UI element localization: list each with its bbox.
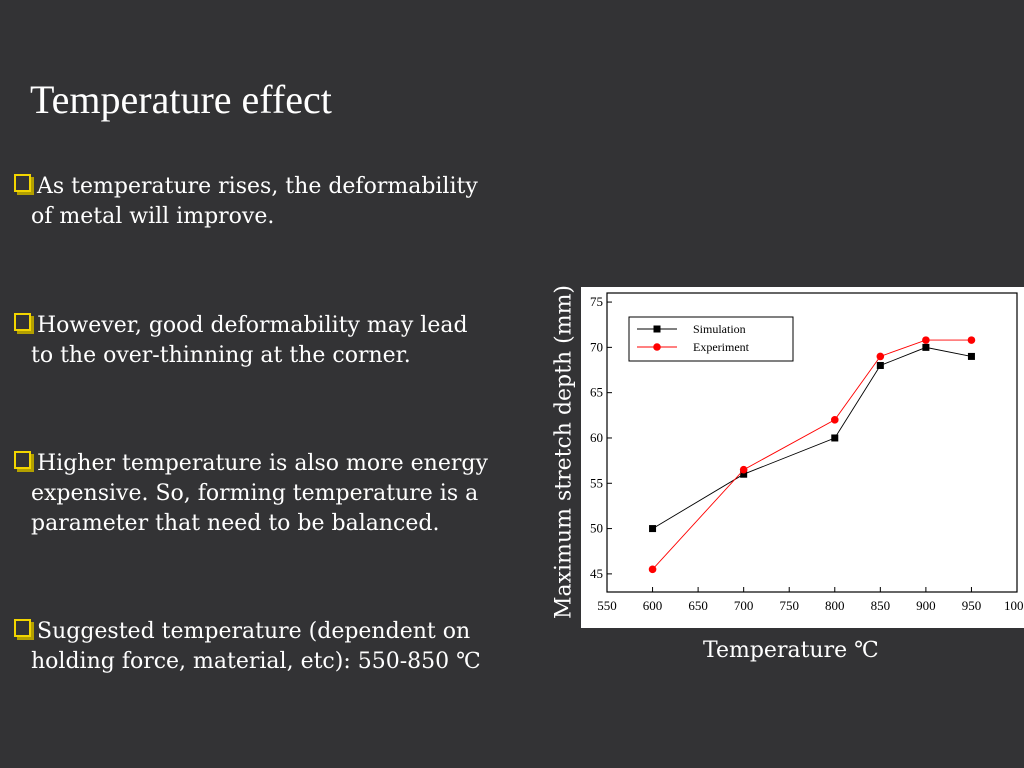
y-tick-label: 55 <box>590 475 603 490</box>
data-point-experiment <box>922 336 930 344</box>
checkbox-bullet-icon <box>14 451 31 469</box>
series-line-simulation <box>652 346 972 529</box>
x-tick-label: 950 <box>962 598 982 613</box>
stretch-depth-chart: 550 600 650 700 750 800 850 900 950 1000 45 50 55 60 6… <box>581 287 1024 628</box>
x-tick-label: 650 <box>688 598 708 613</box>
bullet-3-line-1: Higher temperature is also more energy <box>37 451 488 476</box>
data-point-experiment <box>830 416 839 424</box>
slide-title: Temperature effect <box>30 77 332 122</box>
data-point-simulation <box>967 352 975 360</box>
bullet-2: However, good deformability may lead to … <box>14 311 554 371</box>
y-tick-label: 75 <box>590 294 603 309</box>
y-tick-label: 70 <box>590 339 603 354</box>
bullet-3: Higher temperature is also more energy e… <box>14 449 554 539</box>
data-point-simulation <box>831 434 839 442</box>
checkbox-bullet-icon <box>14 174 31 192</box>
y-tick-label: 45 <box>590 566 603 581</box>
bullet-4: Suggested temperature (dependent on hold… <box>14 617 554 677</box>
y-tick-label: 65 <box>590 385 603 400</box>
bullet-3-line-3: parameter that need to be balanced. <box>31 511 440 536</box>
series-line-experiment <box>652 339 972 570</box>
legend-marker-simulation <box>653 325 661 333</box>
bullet-2-line-2: to the over-thinning at the corner. <box>31 343 411 368</box>
data-point-experiment <box>967 336 976 344</box>
legend-box <box>628 316 794 362</box>
x-tick-label: 850 <box>871 598 891 613</box>
data-point-experiment <box>739 465 748 474</box>
data-point-simulation <box>876 361 884 369</box>
chart-y-axis-label: Maximum stretch depth (mm) <box>551 284 577 620</box>
x-tick-label: 800 <box>825 598 845 613</box>
data-point-experiment <box>648 565 657 574</box>
bullet-1-line-1: As temperature rises, the deformability <box>37 174 478 199</box>
bullet-4-line-2: holding force, material, etc): 550-850 ℃ <box>31 649 481 674</box>
x-tick-label: 1000 <box>1004 598 1024 613</box>
bullet-1-line-2: of metal will improve. <box>31 204 275 229</box>
legend-marker-experiment <box>653 343 661 351</box>
x-tick-label: 600 <box>643 598 663 613</box>
bullet-1: As temperature rises, the deformability … <box>14 172 554 232</box>
y-tick-label: 50 <box>590 521 603 536</box>
data-point-simulation <box>922 343 930 351</box>
bullet-2-line-1: However, good deformability may lead <box>37 313 468 338</box>
data-point-simulation <box>649 525 657 533</box>
x-tick-label: 700 <box>734 598 754 613</box>
legend-label-simulation: Simulation <box>693 322 746 336</box>
chart-x-axis-label: Temperature ℃ <box>703 638 879 663</box>
checkbox-bullet-icon <box>14 313 31 331</box>
x-tick-label: 750 <box>779 598 799 613</box>
data-point-experiment <box>876 352 885 361</box>
bullet-3-line-2: expensive. So, forming temperature is a <box>31 481 479 506</box>
legend-label-experiment: Experiment <box>693 340 750 354</box>
y-tick-label: 60 <box>590 430 603 445</box>
bullet-4-line-1: Suggested temperature (dependent on <box>37 619 471 644</box>
checkbox-bullet-icon <box>14 619 31 637</box>
x-tick-label: 900 <box>916 598 936 613</box>
x-tick-label: 550 <box>597 598 617 613</box>
data-point-simulation <box>740 470 748 478</box>
chart-panel: 550 600 650 700 750 800 850 900 950 1000 45 50 55 60 6… <box>581 287 1024 628</box>
